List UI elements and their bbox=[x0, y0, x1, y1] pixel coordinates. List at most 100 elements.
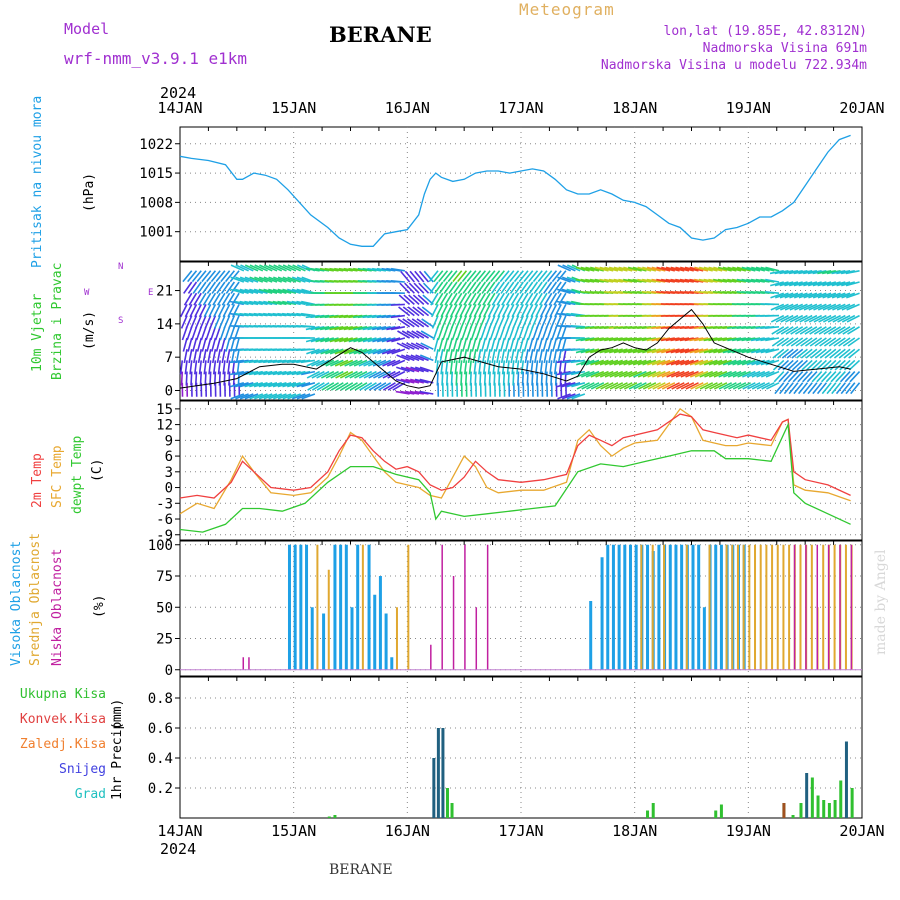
precip-bar bbox=[333, 815, 337, 818]
wind-barb bbox=[395, 390, 410, 395]
wind-barb bbox=[415, 342, 429, 350]
wind-barb bbox=[458, 349, 463, 364]
cloud-bar bbox=[816, 544, 819, 670]
wind-barb bbox=[637, 359, 652, 366]
wind-barb bbox=[484, 326, 491, 341]
wind-barb bbox=[186, 326, 193, 341]
wind-barb bbox=[202, 292, 212, 306]
wind-barb bbox=[321, 382, 335, 391]
wind-barb bbox=[226, 292, 236, 306]
wind-barb bbox=[703, 359, 718, 366]
wind-barb bbox=[465, 326, 472, 341]
wind-barb bbox=[205, 270, 217, 283]
wind-barb bbox=[547, 281, 558, 294]
wind-barb bbox=[501, 292, 510, 306]
wind-barb bbox=[558, 360, 562, 375]
wind-barb bbox=[485, 270, 496, 283]
cloud-bar bbox=[754, 544, 757, 670]
wind-barb bbox=[539, 292, 548, 306]
cloud-bar bbox=[441, 544, 443, 670]
wind-barb bbox=[836, 303, 851, 311]
time-tick-top: 17JAN bbox=[498, 99, 543, 117]
wind-barb bbox=[675, 337, 690, 342]
wind-barb bbox=[386, 326, 401, 331]
wind-barb bbox=[197, 349, 203, 364]
wind-barb bbox=[808, 314, 823, 323]
wind-barb bbox=[239, 276, 254, 283]
cloud-bar bbox=[287, 544, 291, 670]
wind-barb bbox=[694, 370, 709, 378]
wind-barb bbox=[751, 359, 766, 366]
wind-barb bbox=[492, 304, 501, 318]
wind-barb bbox=[850, 382, 861, 395]
wind-barb bbox=[220, 337, 226, 352]
cloud-bar bbox=[827, 544, 830, 670]
cloud-bar bbox=[373, 594, 377, 670]
wind-barb bbox=[474, 371, 477, 386]
wind-barb bbox=[419, 390, 434, 395]
wind-barb bbox=[495, 281, 505, 294]
wind-barb bbox=[509, 270, 520, 283]
wind-barb bbox=[783, 382, 794, 395]
y-tick-label: 75 bbox=[156, 569, 173, 585]
wind-barb bbox=[326, 382, 339, 391]
wind-barb bbox=[201, 270, 212, 283]
wind-barb bbox=[775, 303, 789, 311]
wind-barb bbox=[207, 349, 212, 364]
wind-barb bbox=[224, 326, 231, 341]
wind-barb bbox=[570, 348, 585, 351]
wind-barb bbox=[192, 281, 202, 294]
wind-barb bbox=[776, 326, 789, 335]
wind-barb bbox=[189, 360, 193, 375]
wind-barb bbox=[244, 382, 259, 388]
wind-barb bbox=[708, 278, 723, 283]
wind-barb bbox=[358, 348, 372, 355]
y-tick-label: 1008 bbox=[139, 195, 173, 211]
wind-barb bbox=[746, 337, 761, 342]
wind-barb bbox=[193, 292, 202, 306]
wind-barb bbox=[446, 315, 453, 329]
wind-barb bbox=[286, 370, 301, 376]
lonlat: lon,lat (19.85E, 42.8312N) bbox=[663, 24, 868, 39]
wind-barb bbox=[420, 354, 434, 362]
wind-barb bbox=[595, 382, 609, 390]
wind-barb bbox=[556, 337, 562, 352]
wind-barb bbox=[599, 278, 614, 283]
wind-barb bbox=[307, 382, 321, 391]
wind-barb bbox=[671, 370, 685, 378]
wind-barb bbox=[198, 304, 207, 318]
wind-barb bbox=[623, 278, 638, 283]
wind-barb bbox=[224, 270, 235, 283]
wind-barb bbox=[204, 315, 212, 329]
wind-barb bbox=[679, 266, 694, 272]
wind-barb bbox=[787, 371, 799, 383]
wind-barb bbox=[580, 359, 595, 366]
wind-barb bbox=[244, 300, 259, 306]
wind-barb bbox=[497, 304, 506, 318]
wind-barb bbox=[457, 281, 468, 294]
wind-barb bbox=[517, 371, 520, 386]
wind-barb bbox=[712, 278, 728, 283]
wind-barb bbox=[810, 359, 823, 371]
wind-barb bbox=[330, 382, 344, 391]
wind-barb bbox=[828, 326, 842, 335]
wind-barb bbox=[406, 342, 420, 350]
wind-barb bbox=[376, 326, 391, 331]
wind-barb bbox=[258, 276, 273, 283]
wind-barb bbox=[505, 281, 515, 294]
wind-barb bbox=[816, 371, 827, 383]
wind-barb bbox=[766, 382, 780, 390]
cloud-bar bbox=[680, 544, 684, 670]
y-tick-label: 3 bbox=[165, 465, 173, 481]
wind-barb bbox=[316, 382, 330, 391]
wind-barb bbox=[235, 276, 249, 283]
wind-barb bbox=[362, 326, 377, 331]
wind-barb bbox=[509, 281, 520, 294]
wind-barb bbox=[244, 264, 259, 272]
y-tick-label: -9 bbox=[156, 528, 173, 544]
wind-barb bbox=[777, 359, 790, 371]
wind-barb bbox=[628, 382, 643, 390]
wind-barb bbox=[520, 304, 529, 318]
wind-barb bbox=[785, 314, 799, 323]
wind-barb bbox=[414, 390, 429, 395]
